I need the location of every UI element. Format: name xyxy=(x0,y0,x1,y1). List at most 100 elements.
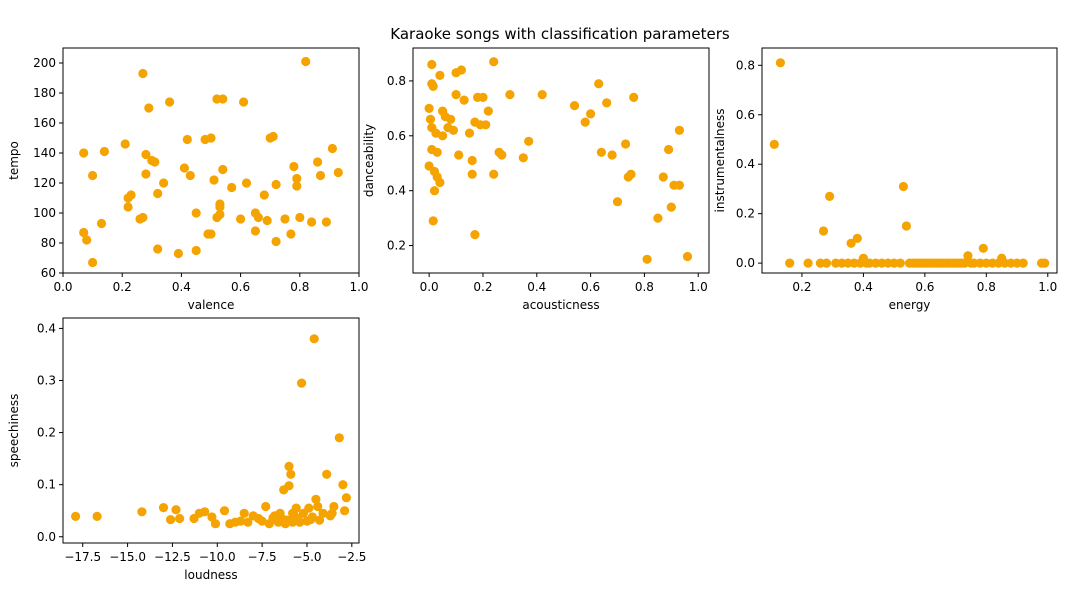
data-point xyxy=(271,179,281,190)
data-point xyxy=(92,511,102,521)
data-point xyxy=(239,97,249,107)
data-point xyxy=(292,181,302,191)
data-point xyxy=(446,114,456,124)
data-point xyxy=(88,257,98,268)
data-point xyxy=(165,97,175,107)
y-tick-label: 0.4 xyxy=(37,321,56,335)
data-point xyxy=(153,244,163,254)
y-tick-label: 160 xyxy=(33,116,56,130)
data-point xyxy=(297,378,307,388)
data-point xyxy=(803,258,813,268)
data-point xyxy=(518,153,528,163)
y-tick-label: 100 xyxy=(33,206,56,220)
data-point xyxy=(318,508,328,518)
data-point xyxy=(505,90,515,100)
data-point xyxy=(206,133,216,143)
y-axis-label: speechiness xyxy=(7,394,21,468)
x-axis-label: valence xyxy=(188,298,235,312)
data-point xyxy=(428,216,438,226)
figure-title: Karaoke songs with classification parame… xyxy=(390,25,730,43)
data-point xyxy=(175,513,185,524)
data-point xyxy=(289,161,299,172)
data-point xyxy=(769,139,779,149)
data-point xyxy=(295,517,305,527)
data-point xyxy=(144,103,154,113)
x-tick-label: −12.5 xyxy=(154,550,191,564)
data-point xyxy=(307,512,317,522)
data-point xyxy=(138,212,148,223)
data-point xyxy=(239,508,249,518)
data-point xyxy=(158,503,169,513)
y-tick-label: 200 xyxy=(33,56,56,70)
data-point xyxy=(96,218,107,229)
x-tick-label: 0.8 xyxy=(977,280,996,294)
data-point xyxy=(489,169,499,179)
x-tick-label: 0.8 xyxy=(290,280,309,294)
x-tick-label: −15.0 xyxy=(109,550,146,564)
data-point xyxy=(315,170,326,181)
y-tick-label: 120 xyxy=(33,176,56,190)
x-tick-label: 0.4 xyxy=(854,280,873,294)
x-tick-label: 1.0 xyxy=(689,280,708,294)
data-point xyxy=(586,109,596,119)
x-tick-label: 0.4 xyxy=(172,280,191,294)
x-tick-label: 0.2 xyxy=(113,280,132,294)
data-point xyxy=(179,163,189,173)
data-point xyxy=(825,191,835,201)
data-point xyxy=(218,164,228,175)
x-tick-label: −2.5 xyxy=(337,550,366,564)
y-axis-label: danceability xyxy=(362,124,376,197)
y-axis-label: instrumentalness xyxy=(713,109,727,213)
data-point xyxy=(435,177,445,188)
data-point xyxy=(215,202,225,212)
data-point xyxy=(978,243,988,253)
y-tick-label: 0.4 xyxy=(387,184,406,198)
data-point xyxy=(607,150,617,160)
data-point xyxy=(262,215,272,226)
x-tick-label: −5.0 xyxy=(292,550,321,564)
data-point xyxy=(483,106,493,116)
data-point xyxy=(594,79,604,89)
data-point xyxy=(612,197,623,207)
y-tick-label: 0.2 xyxy=(736,207,755,221)
y-tick-label: 0.2 xyxy=(387,239,406,253)
data-point xyxy=(1040,258,1050,268)
data-point xyxy=(209,175,219,185)
data-point xyxy=(428,81,438,91)
data-point xyxy=(327,143,337,154)
y-tick-label: 140 xyxy=(33,146,56,160)
x-tick-label: 0.0 xyxy=(420,280,439,294)
x-tick-label: 0.2 xyxy=(473,280,492,294)
data-point xyxy=(846,238,856,248)
x-tick-label: −10.0 xyxy=(199,550,236,564)
data-point xyxy=(291,503,301,513)
data-point xyxy=(137,507,147,517)
data-point xyxy=(642,254,652,264)
x-tick-label: 1.0 xyxy=(1038,280,1057,294)
data-point xyxy=(580,117,590,127)
data-point xyxy=(286,229,296,239)
data-point xyxy=(666,202,676,212)
data-point xyxy=(664,144,674,155)
x-tick-label: 0.4 xyxy=(527,280,546,294)
data-point xyxy=(333,167,343,178)
data-point xyxy=(219,506,230,516)
x-tick-label: 0.6 xyxy=(231,280,250,294)
data-point xyxy=(432,147,442,157)
y-tick-label: 180 xyxy=(33,86,56,100)
data-point xyxy=(309,334,319,344)
data-point xyxy=(171,505,181,515)
data-point xyxy=(82,235,92,245)
x-tick-label: 0.2 xyxy=(792,280,811,294)
data-point xyxy=(626,169,636,179)
data-point xyxy=(775,58,786,68)
axes-frame xyxy=(412,47,710,274)
data-point xyxy=(159,178,169,188)
data-point xyxy=(429,186,440,196)
data-point xyxy=(311,494,321,504)
data-point xyxy=(963,251,973,261)
data-point xyxy=(259,190,269,200)
data-point xyxy=(674,180,685,190)
data-point xyxy=(470,230,480,240)
